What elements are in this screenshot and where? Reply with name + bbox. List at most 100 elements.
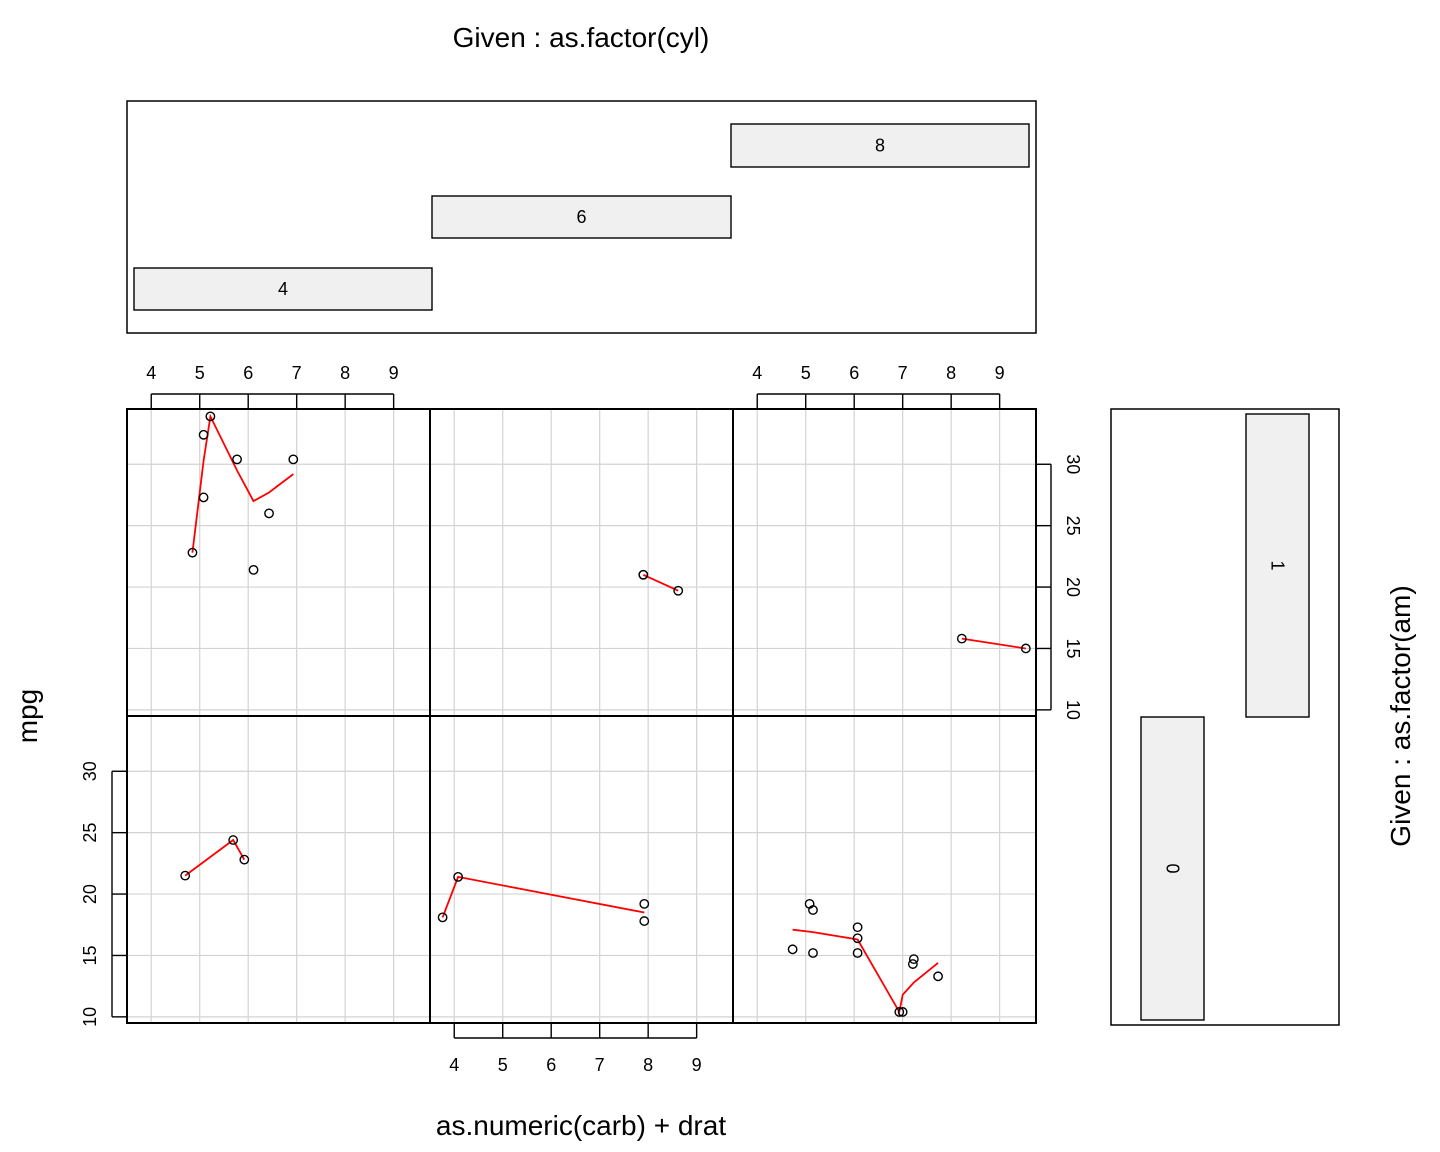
smooth-line [191,413,294,553]
x-tick-label: 6 [546,1055,556,1075]
smooth-line [792,928,939,1015]
x-tick-label: 8 [340,363,350,383]
x-tick-label: 4 [449,1055,459,1075]
x-tick-label: 6 [243,363,253,383]
y-axis-left-am-0: 10 15 20 25 30 [80,761,127,1027]
data-point [288,454,299,465]
x-tick-label: 8 [643,1055,653,1075]
given-cyl-bar-label: 8 [875,136,885,156]
axes: 4 5 6 7 8 9 4 5 6 7 8 9 4 5 6 7 8 9 10 15 20 25 30 10 15 20 25 30 [80,363,1083,1075]
data-point [453,871,464,882]
given-cyl-panel: 4 6 8 [126,100,1037,334]
given-cyl-bar-8 [730,123,1030,168]
data-point [228,835,239,845]
given-am-bar-label: 1 [1268,560,1288,570]
data-point [437,912,448,923]
given-cyl-bar-label: 4 [278,279,288,299]
panel-cyl-8-am-1 [733,409,1036,716]
given-am-bar-label: 0 [1163,863,1183,873]
data-point [248,564,259,575]
panel-data-cyl-8-am-1 [956,633,1031,654]
x-tick-label: 9 [389,363,399,383]
smooth-line [184,838,246,877]
data-point [852,933,863,944]
data-point [205,411,216,422]
data-point [808,905,818,915]
data-point [897,1007,908,1017]
smooth-line [961,637,1026,650]
data-point [239,854,250,865]
panel-cyl-4-am-1 [127,409,430,716]
data-point [673,585,684,596]
y-tick-label: 25 [1063,516,1083,536]
data-point [198,492,209,503]
data-point [852,922,863,933]
y-tick-label: 20 [80,884,100,904]
y-tick-label: 20 [1063,577,1083,597]
given-am-frame [1110,408,1340,1026]
given-cyl-bar-6 [431,195,732,239]
panel-data-cyl-4-am-1 [187,411,299,575]
y-tick-label: 30 [80,761,100,781]
y-tick-label: 10 [1063,700,1083,720]
panel-grid [126,408,1037,1024]
x-tick-label: 9 [692,1055,702,1075]
y-tick-label: 10 [80,1007,100,1027]
data-point [852,948,863,958]
panel-cyl-6-am-0 [430,716,733,1023]
data-point [956,633,967,644]
given-am-bar-0 [1140,716,1205,1021]
panel-cyl-8-am-0 [733,716,1036,1023]
y-tick-label: 25 [80,823,100,843]
data-point [638,569,649,580]
x-tick-label: 4 [146,363,156,383]
data-point [187,547,198,558]
data-point [180,870,191,881]
x-tick-label: 8 [946,363,956,383]
data-point [808,948,818,958]
given-am-bar-1 [1245,413,1310,718]
x-tick-label: 5 [195,363,205,383]
data-point [639,898,650,909]
panel-data-cyl-4-am-0 [180,835,250,881]
data-point [198,429,209,440]
smooth-line [441,875,645,918]
data-point [894,1007,905,1017]
panel-data-cyl-6-am-1 [638,569,684,596]
data-point [908,954,919,965]
x-tick-label: 5 [801,363,811,383]
x-tick-label: 7 [595,1055,605,1075]
y-axis-right-am-1: 10 15 20 25 30 [1036,454,1083,720]
x-tick-label: 4 [752,363,762,383]
x-axis-bottom-col-2: 4 5 6 7 8 9 [449,1023,702,1075]
smooth-line [642,573,679,592]
panel-cyl-4-am-0 [127,716,430,1023]
x-tick-label: 9 [995,363,1005,383]
data-point [907,959,918,969]
x-tick-label: 7 [898,363,908,383]
given-cyl-frame [126,100,1037,334]
chart-title: Given : as.factor(cyl) [453,22,710,53]
x-tick-label: 6 [849,363,859,383]
given-cyl-bar-label: 6 [576,207,586,227]
given-cyl-bar-4 [133,267,433,311]
y-tick-label: 30 [1063,454,1083,474]
x-tick-label: 5 [498,1055,508,1075]
data-point [264,508,274,519]
panel-data-cyl-8-am-0 [787,898,943,1017]
x-axis-top-col-1: 4 5 6 7 8 9 [146,363,399,409]
x-axis-top-col-3: 4 5 6 7 8 9 [752,363,1005,409]
data-point [232,454,242,465]
given-am-panel: 01 [1110,408,1340,1026]
data-point [933,971,943,982]
y-tick-label: 15 [1063,638,1083,658]
data-point [787,944,798,955]
data-point [1020,643,1031,654]
y-tick-label: 15 [80,945,100,965]
given-am-label: Given : as.factor(am) [1385,585,1416,846]
data-point [639,916,650,926]
y-axis-label: mpg [12,689,43,743]
panel-cyl-6-am-1 [430,409,733,716]
